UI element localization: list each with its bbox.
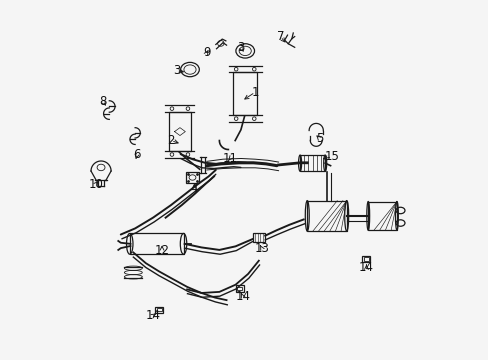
Bar	[237, 287, 242, 290]
Bar	[300, 155, 325, 171]
Text: 10: 10	[88, 178, 103, 191]
Bar	[185, 172, 199, 183]
Text: 14: 14	[358, 261, 373, 274]
Bar	[364, 257, 368, 261]
Text: 15: 15	[324, 150, 339, 163]
Bar	[157, 308, 161, 311]
Bar	[306, 201, 346, 231]
Text: 9: 9	[203, 46, 210, 59]
Text: 3: 3	[237, 41, 244, 54]
Bar	[235, 285, 244, 292]
Bar	[129, 233, 183, 254]
Text: 14: 14	[235, 290, 250, 303]
Text: 5: 5	[315, 132, 323, 145]
Bar	[362, 256, 369, 262]
Bar	[367, 202, 396, 230]
Text: 7: 7	[276, 30, 284, 43]
Text: 2: 2	[167, 134, 174, 147]
Text: 6: 6	[133, 148, 141, 161]
Text: 1: 1	[251, 86, 259, 99]
Text: 3: 3	[172, 64, 180, 77]
Bar	[252, 233, 264, 242]
Bar	[169, 112, 190, 151]
Text: 4: 4	[190, 183, 198, 195]
Text: 12: 12	[154, 244, 169, 257]
Text: 11: 11	[222, 152, 237, 165]
Bar	[233, 72, 257, 116]
Text: 8: 8	[99, 95, 106, 108]
Text: 14: 14	[145, 309, 160, 322]
Bar	[155, 307, 163, 313]
Text: 13: 13	[254, 242, 268, 255]
